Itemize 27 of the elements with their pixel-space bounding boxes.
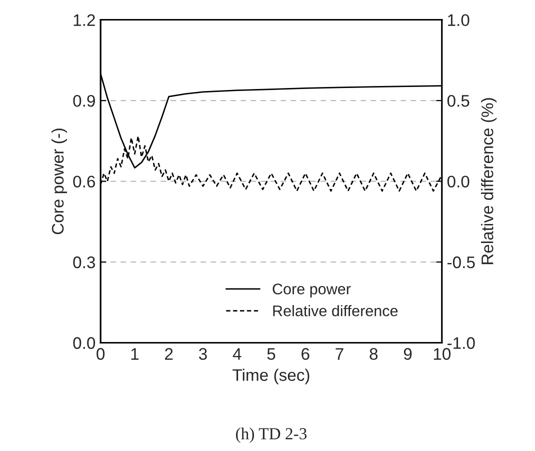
y-tick-label: 0.9 [73,94,95,107]
x-tick-label: 8 [370,348,378,360]
y2-tick-label: 0.0 [447,176,470,188]
x-tick-label: 0 [96,348,105,360]
x-tick-label: 1 [131,348,139,360]
y-axis-title: Core power (-) [51,128,67,234]
legend-label: Core power [272,284,351,298]
y-tick-label: 1.2 [74,14,95,26]
y2-tick-label: -0.5 [448,256,475,268]
y2-tick-label: -1.0 [448,337,475,349]
y-tick-label: 0.6 [73,176,95,188]
legend-label: Relative difference [273,305,398,316]
y2-tick-label: 1.0 [448,14,470,26]
x-tick-label: 6 [302,348,310,360]
x-tick-label: 5 [267,348,276,360]
y-tick-label: 0.0 [73,337,96,349]
x-tick-label: 4 [232,348,242,360]
y-tick-label: 0.3 [73,256,95,268]
x-tick-label: 9 [404,348,412,360]
x-tick-label: 7 [336,348,344,360]
x-tick-label: 3 [198,348,207,360]
text: (h) TD 2-3 [236,428,307,443]
x-tick-label: 2 [165,348,173,360]
x-tick-label: 10 [434,348,451,360]
y2-tick-label: 0.5 [447,94,470,107]
x-axis-title: Time (sec) [232,368,310,384]
y2-axis-title: Relative difference (%) [481,98,497,264]
